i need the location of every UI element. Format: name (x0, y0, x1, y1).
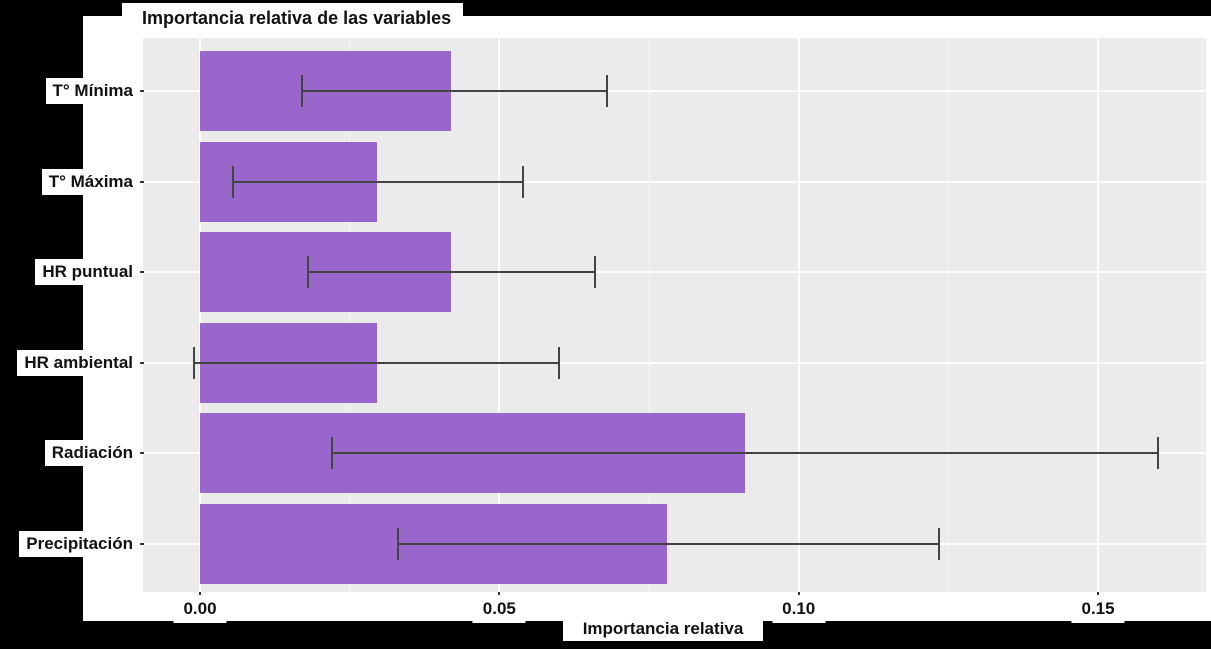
y-tick-mark (137, 271, 144, 273)
x-tick-label: 0.10 (772, 595, 826, 623)
gridline-vertical-major (199, 38, 201, 592)
x-axis-label: Importancia relativa (563, 616, 763, 641)
gridline-horizontal-major (143, 361, 1206, 364)
error-cap-left (330, 437, 333, 469)
chart-title: Importancia relativa de las variables (122, 3, 464, 34)
gridline-vertical-minor (947, 38, 949, 592)
x-tick-label: 0.15 (1071, 595, 1125, 623)
error-bar (331, 452, 1158, 454)
gridline-horizontal-major (143, 271, 1206, 273)
gridline-vertical-minor (1202, 38, 1204, 592)
error-cap-left (300, 75, 303, 107)
y-axis-label: HR ambiental (17, 349, 140, 376)
margin-band-right (1206, 16, 1211, 621)
error-bar (232, 180, 524, 183)
y-axis-label: T° Máxima (41, 168, 140, 195)
error-cap-right (606, 75, 609, 107)
error-bar (301, 90, 608, 92)
y-tick-mark (137, 542, 144, 545)
gridline-vertical-major (1097, 38, 1100, 592)
error-cap-right (594, 256, 597, 288)
gridline-vertical-major (797, 38, 800, 592)
error-bar (194, 361, 560, 364)
y-axis-label: Precipitación (19, 530, 140, 557)
y-tick-mark (137, 90, 144, 92)
error-cap-left (193, 346, 195, 379)
error-bar (397, 542, 940, 545)
y-axis-label: HR puntual (35, 259, 140, 285)
y-axis-label: Radiación (44, 440, 140, 466)
y-axis-label: T° Mínima (45, 78, 140, 104)
error-cap-left (231, 165, 234, 198)
gridline-horizontal-major (143, 180, 1206, 183)
error-cap-right (558, 346, 561, 379)
gridline-horizontal-major (143, 90, 1206, 92)
y-tick-mark (137, 361, 144, 364)
gridline-vertical-minor (648, 38, 650, 592)
x-tick-label: 0.00 (173, 595, 227, 623)
error-bar (307, 271, 596, 273)
error-cap-right (522, 165, 525, 198)
error-cap-left (306, 256, 309, 288)
error-cap-left (396, 527, 399, 560)
plot-area (143, 38, 1206, 592)
y-tick-mark (137, 180, 144, 183)
gridline-vertical-minor (349, 38, 351, 592)
gridline-vertical-major (498, 38, 501, 592)
y-tick-mark (137, 452, 144, 454)
x-tick-label: 0.05 (472, 595, 526, 623)
error-cap-right (1156, 437, 1159, 469)
margin-band-left (83, 16, 143, 621)
error-cap-right (938, 527, 941, 560)
